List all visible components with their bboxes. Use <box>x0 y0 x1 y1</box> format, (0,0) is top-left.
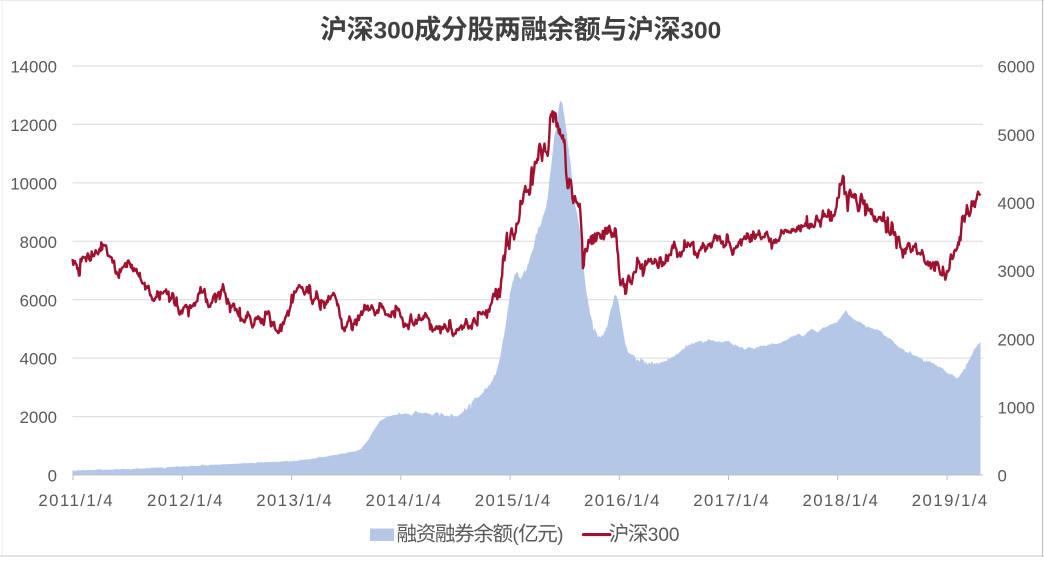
svg-text:(: ( <box>512 525 519 546</box>
svg-text:2011/1/4: 2011/1/4 <box>38 491 114 510</box>
svg-text:4000: 4000 <box>998 194 1035 213</box>
svg-text:2013/1/4: 2013/1/4 <box>256 491 333 510</box>
svg-text:8000: 8000 <box>20 233 57 252</box>
svg-text:300: 300 <box>374 18 415 45</box>
svg-text:2015/1/4: 2015/1/4 <box>475 491 552 510</box>
svg-text:2000: 2000 <box>998 330 1035 349</box>
svg-text:2016/1/4: 2016/1/4 <box>584 491 661 510</box>
svg-text:10000: 10000 <box>10 174 57 193</box>
svg-text:2017/1/4: 2017/1/4 <box>693 491 770 510</box>
svg-text:300: 300 <box>648 525 680 546</box>
svg-text:6000: 6000 <box>20 291 57 310</box>
svg-text:2012/1/4: 2012/1/4 <box>147 491 224 510</box>
svg-text:14000: 14000 <box>10 58 57 77</box>
svg-text:0: 0 <box>998 467 1007 486</box>
svg-text:4000: 4000 <box>20 350 57 369</box>
svg-text:2014/1/4: 2014/1/4 <box>365 491 442 510</box>
svg-text:2018/1/4: 2018/1/4 <box>802 491 879 510</box>
svg-text:12000: 12000 <box>10 116 57 135</box>
svg-text:2000: 2000 <box>20 408 57 427</box>
svg-text:0: 0 <box>48 467 57 486</box>
svg-text:1000: 1000 <box>998 398 1035 417</box>
svg-text:300: 300 <box>680 18 721 45</box>
svg-text:6000: 6000 <box>998 58 1035 77</box>
svg-text:): ) <box>557 525 563 546</box>
svg-text:3000: 3000 <box>998 262 1035 281</box>
svg-text:2019/1/4: 2019/1/4 <box>912 491 989 510</box>
svg-text:5000: 5000 <box>998 126 1035 145</box>
